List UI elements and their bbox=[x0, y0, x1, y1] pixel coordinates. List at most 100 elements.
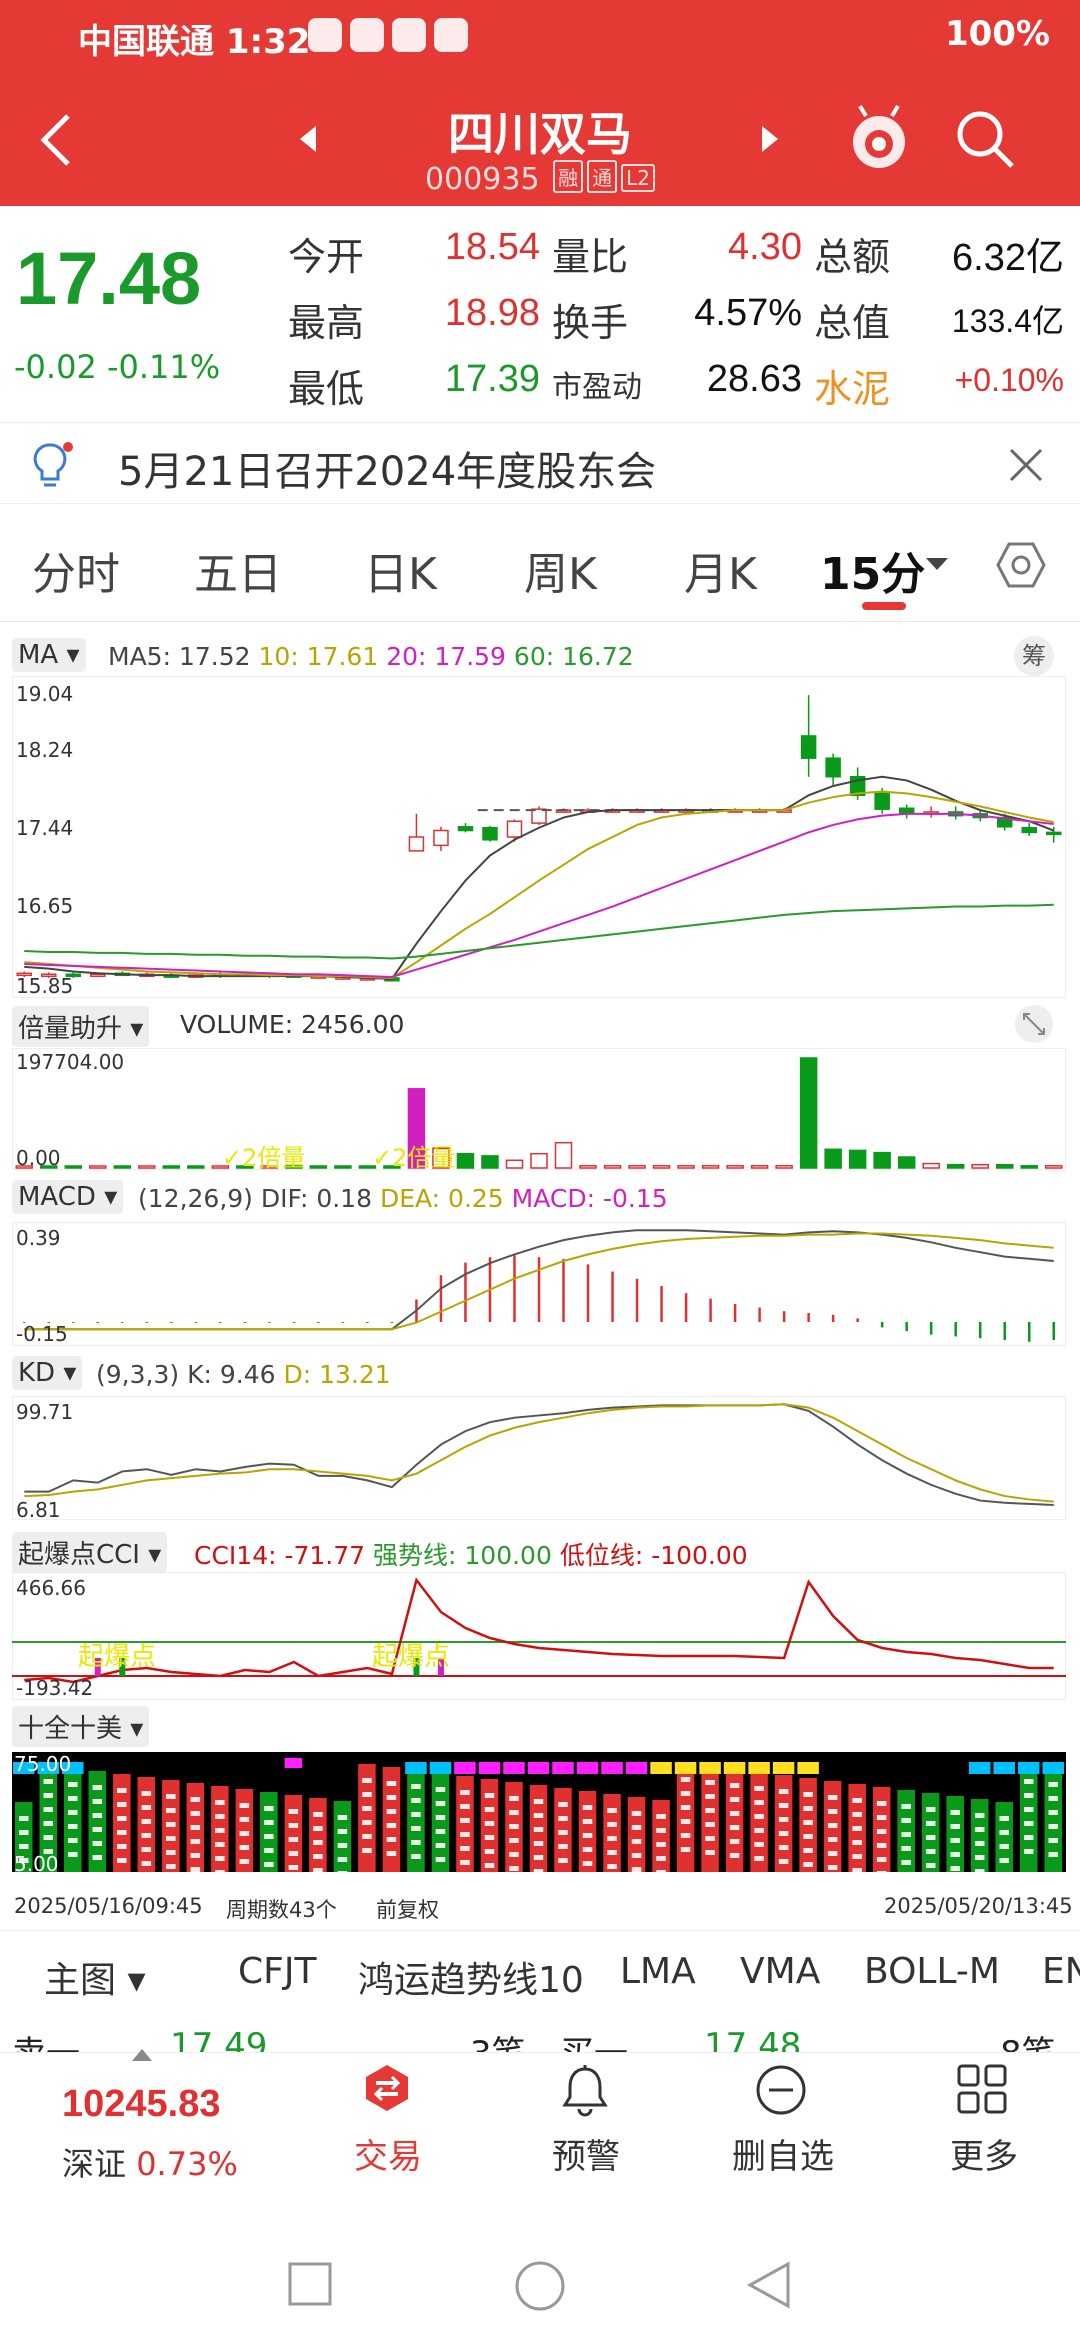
recent-apps-icon[interactable] bbox=[286, 2260, 334, 2308]
remove-icon bbox=[756, 2065, 806, 2115]
ma-dropdown[interactable]: MA ▾ bbox=[12, 638, 86, 672]
breakout-bar bbox=[119, 1658, 126, 1676]
tab-lma[interactable]: LMA bbox=[620, 1951, 696, 1992]
back-nav-icon[interactable] bbox=[744, 2260, 794, 2310]
shiquan-stripe bbox=[190, 1853, 201, 1858]
tab-15min[interactable]: 15分 bbox=[820, 549, 926, 600]
expand-icon[interactable] bbox=[1014, 1004, 1054, 1044]
shiquan-stripe bbox=[19, 1844, 29, 1849]
shiquan-stripe bbox=[313, 1826, 323, 1831]
shiquan-stripe bbox=[239, 1817, 250, 1822]
tab-weekly-k[interactable]: 周K bbox=[524, 549, 597, 600]
shiquan-stripe bbox=[411, 1812, 421, 1817]
shiquan-stripe bbox=[509, 1824, 519, 1829]
shiquan-stripe bbox=[582, 1847, 593, 1852]
remove-watchlist-button[interactable]: 删自选 bbox=[714, 2053, 854, 2223]
chip-distribution-button[interactable]: 筹 bbox=[1014, 636, 1054, 676]
shiquan-stripe bbox=[411, 1784, 421, 1789]
candle-body bbox=[65, 973, 82, 977]
volume-indicator-dropdown[interactable]: 倍量助升 ▾ bbox=[12, 1006, 150, 1047]
buy1-label: 买一 bbox=[560, 2026, 628, 2052]
settings-hexagon-icon[interactable] bbox=[996, 540, 1046, 590]
shiquan-bar bbox=[921, 1793, 940, 1872]
shiquan-stripe bbox=[460, 1860, 470, 1865]
shiquan-stripe bbox=[239, 1845, 250, 1850]
shiquan-cap bbox=[37, 1762, 60, 1774]
shiquan-cap bbox=[454, 1762, 476, 1774]
shiquan-stripe bbox=[92, 1855, 103, 1860]
more-button[interactable]: 更多 bbox=[920, 2053, 1050, 2223]
shiquan-stripe bbox=[803, 1848, 813, 1853]
tab-hongyun[interactable]: 鸿运趋势线10 bbox=[358, 1960, 584, 2001]
candle-body bbox=[482, 826, 498, 841]
shiquan-stripe bbox=[43, 1835, 54, 1840]
shiquan-bar bbox=[897, 1790, 915, 1872]
expand-up-icon[interactable] bbox=[132, 2049, 152, 2063]
cci-dropdown[interactable]: 起爆点CCI ▾ bbox=[12, 1532, 168, 1573]
tab-boll-m[interactable]: BOLL-M bbox=[864, 1951, 1000, 1992]
shiquan-stripe bbox=[484, 1863, 495, 1868]
dropdown-caret-icon[interactable] bbox=[926, 558, 948, 572]
breakout-marker-1: 起爆点 bbox=[78, 1642, 157, 1672]
shiquan-stripe bbox=[43, 1849, 54, 1854]
volume-chart[interactable] bbox=[12, 1048, 1066, 1170]
tab-vma[interactable]: VMA bbox=[740, 1951, 821, 1992]
cci-chart[interactable] bbox=[12, 1572, 1066, 1700]
shiquan-stripe bbox=[705, 1794, 715, 1799]
label-sector[interactable]: 水泥 bbox=[814, 367, 891, 411]
index-value[interactable]: 10245.83 bbox=[62, 2083, 221, 2125]
main-chart-dropdown[interactable]: 主图 ▾ bbox=[44, 1960, 146, 2001]
candle-body bbox=[1045, 831, 1062, 836]
shiquan-stripe bbox=[803, 1820, 813, 1825]
trade-button[interactable]: 交易 bbox=[320, 2053, 450, 2223]
tab-intraday[interactable]: 分时 bbox=[32, 549, 120, 600]
tab-cfjt[interactable]: CFJT bbox=[238, 1951, 317, 1992]
macd-chart[interactable] bbox=[12, 1222, 1066, 1346]
volume-bar bbox=[334, 1165, 352, 1169]
macd-dropdown[interactable]: MACD ▾ bbox=[12, 1180, 124, 1214]
active-tab-indicator bbox=[862, 602, 906, 610]
tab-en[interactable]: EN bbox=[1042, 1951, 1080, 1992]
shiquan-stripe bbox=[411, 1826, 421, 1831]
shiquan-stripe bbox=[264, 1820, 274, 1825]
chart-adjustment[interactable]: 前复权 bbox=[376, 1898, 439, 1922]
shiquan-stripe bbox=[288, 1851, 299, 1856]
shiquan-stripe bbox=[778, 1845, 789, 1850]
shiquan-cap bbox=[503, 1762, 525, 1774]
ma-line bbox=[24, 790, 1054, 979]
kd-dropdown[interactable]: KD ▾ bbox=[12, 1356, 83, 1390]
next-stock-icon[interactable] bbox=[760, 124, 780, 154]
macd-axis-top: 0.39 bbox=[16, 1226, 61, 1250]
shiquan-cap bbox=[429, 1762, 452, 1774]
tab-daily-k[interactable]: 日K bbox=[364, 549, 437, 600]
shiquan-stripe bbox=[484, 1821, 495, 1826]
shiquan-stripe bbox=[827, 1865, 838, 1870]
mascot-icon[interactable] bbox=[846, 104, 912, 174]
back-icon[interactable] bbox=[36, 110, 76, 170]
shiquan-stripe bbox=[950, 1824, 960, 1829]
shiquan-dropdown[interactable]: 十全十美 ▾ bbox=[12, 1706, 150, 1747]
kd-chart[interactable] bbox=[12, 1396, 1066, 1520]
index-name[interactable]: 深证 0.73% bbox=[62, 2145, 238, 2183]
value-sector-change[interactable]: +0.10% bbox=[954, 362, 1064, 398]
shiquan-stripe bbox=[141, 1847, 152, 1852]
alert-button[interactable]: 预警 bbox=[520, 2053, 650, 2223]
tag-l2: L2 bbox=[621, 164, 655, 192]
home-icon[interactable] bbox=[514, 2260, 566, 2312]
buy1-volume: 8笔 bbox=[1000, 2026, 1056, 2052]
shiquan-stripe bbox=[337, 1829, 348, 1834]
tab-5day[interactable]: 五日 bbox=[194, 549, 282, 600]
close-icon[interactable] bbox=[1008, 447, 1044, 483]
lightbulb-icon bbox=[33, 442, 73, 487]
announcement-bar[interactable]: 5月21日召开2024年度股东会 bbox=[0, 422, 1080, 504]
shiquan-stripe bbox=[386, 1795, 397, 1800]
tab-monthly-k[interactable]: 月K bbox=[684, 549, 757, 600]
shiquan-stripe bbox=[558, 1844, 568, 1849]
prev-stock-icon[interactable] bbox=[298, 124, 318, 154]
shiquan-chart[interactable] bbox=[12, 1752, 1066, 1872]
volume-bar bbox=[358, 1165, 377, 1169]
candlestick-chart[interactable] bbox=[12, 676, 1066, 998]
shiquan-stripe bbox=[876, 1871, 887, 1872]
search-icon[interactable] bbox=[954, 108, 1016, 170]
shiquan-cap bbox=[1042, 1762, 1064, 1774]
